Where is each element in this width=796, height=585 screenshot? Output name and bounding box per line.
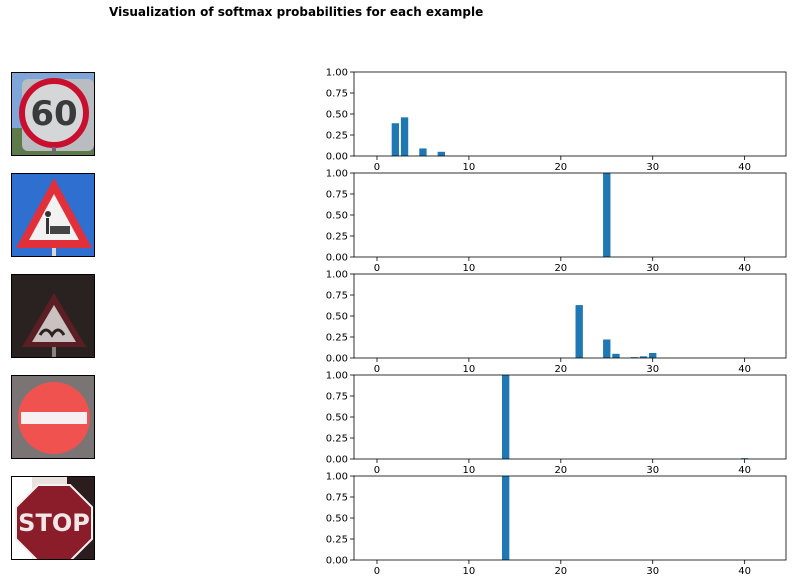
y-tick-label: 0.00 xyxy=(326,556,348,567)
road-work-sign-image xyxy=(11,173,95,257)
y-tick-label: 0.50 xyxy=(326,413,348,424)
bar xyxy=(603,339,611,358)
y-tick-label: 0.25 xyxy=(326,333,348,344)
bumpy-road-sign-image xyxy=(11,274,95,358)
figure-title: Visualization of softmax probabilities f… xyxy=(109,5,484,19)
y-tick-label: 0.25 xyxy=(326,131,348,142)
y-tick-label: 0.75 xyxy=(326,190,348,201)
bar xyxy=(649,352,657,358)
x-tick-label: 10 xyxy=(463,566,476,577)
x-tick-label: 20 xyxy=(554,162,567,173)
x-tick-label: 30 xyxy=(646,263,659,274)
speed-limit-text: 60 xyxy=(30,94,77,134)
y-tick-label: 0.25 xyxy=(326,232,348,243)
x-tick-label: 20 xyxy=(554,364,567,375)
x-tick-label: 30 xyxy=(646,465,659,476)
x-tick-label: 40 xyxy=(738,263,751,274)
x-tick-label: 30 xyxy=(646,566,659,577)
x-tick-label: 20 xyxy=(554,566,567,577)
stop-sign-image: STOP xyxy=(11,476,95,560)
y-tick-label: 0.00 xyxy=(326,253,348,264)
bar xyxy=(740,458,749,459)
x-tick-label: 40 xyxy=(738,162,751,173)
x-tick-label: 40 xyxy=(738,465,751,476)
y-tick-label: 0.50 xyxy=(326,514,348,525)
plot-frame xyxy=(353,475,787,561)
bar xyxy=(400,117,409,156)
y-tick-label: 0.25 xyxy=(326,535,348,546)
x-tick-label: 20 xyxy=(554,263,567,274)
y-tick-label: 1.00 xyxy=(326,68,348,79)
y-tick-label: 0.75 xyxy=(326,291,348,302)
bar xyxy=(437,151,445,156)
bar xyxy=(603,173,611,257)
y-tick-label: 0.75 xyxy=(326,89,348,100)
bar xyxy=(501,476,510,560)
x-tick-label: 0 xyxy=(374,162,380,173)
x-tick-label: 10 xyxy=(463,263,476,274)
bar xyxy=(630,357,639,358)
y-tick-label: 0.50 xyxy=(326,312,348,323)
x-tick-label: 20 xyxy=(554,465,567,476)
x-tick-label: 40 xyxy=(738,364,751,375)
x-tick-label: 0 xyxy=(374,465,380,476)
y-tick-label: 0.50 xyxy=(326,211,348,222)
no-entry-sign-image xyxy=(11,375,95,459)
speed-limit-60-sign-image: 60 xyxy=(11,72,95,156)
x-tick-label: 0 xyxy=(374,364,380,375)
plot-frame xyxy=(353,172,787,258)
plot-frame xyxy=(353,374,787,460)
bar xyxy=(391,123,400,156)
bar xyxy=(612,353,620,358)
bar xyxy=(639,356,648,358)
x-tick-label: 10 xyxy=(463,162,476,173)
y-tick-label: 1.00 xyxy=(326,472,348,483)
plot-frame xyxy=(353,273,787,359)
y-tick-label: 1.00 xyxy=(326,169,348,180)
bar xyxy=(501,375,510,459)
x-tick-label: 30 xyxy=(646,162,659,173)
x-tick-label: 40 xyxy=(738,566,751,577)
y-tick-label: 0.00 xyxy=(326,354,348,365)
y-tick-label: 0.00 xyxy=(326,455,348,466)
x-tick-label: 30 xyxy=(646,364,659,375)
y-tick-label: 1.00 xyxy=(326,270,348,281)
bar xyxy=(419,148,427,156)
y-tick-label: 0.75 xyxy=(326,493,348,504)
stop-text: STOP xyxy=(18,509,90,537)
bar xyxy=(575,305,583,358)
y-tick-label: 0.25 xyxy=(326,434,348,445)
y-tick-label: 0.75 xyxy=(326,392,348,403)
x-tick-label: 10 xyxy=(463,465,476,476)
y-tick-label: 0.50 xyxy=(326,110,348,121)
y-tick-label: 1.00 xyxy=(326,371,348,382)
x-tick-label: 0 xyxy=(374,263,380,274)
x-tick-label: 0 xyxy=(374,566,380,577)
x-tick-label: 10 xyxy=(463,364,476,375)
y-tick-label: 0.00 xyxy=(326,152,348,163)
plot-frame xyxy=(353,71,787,157)
